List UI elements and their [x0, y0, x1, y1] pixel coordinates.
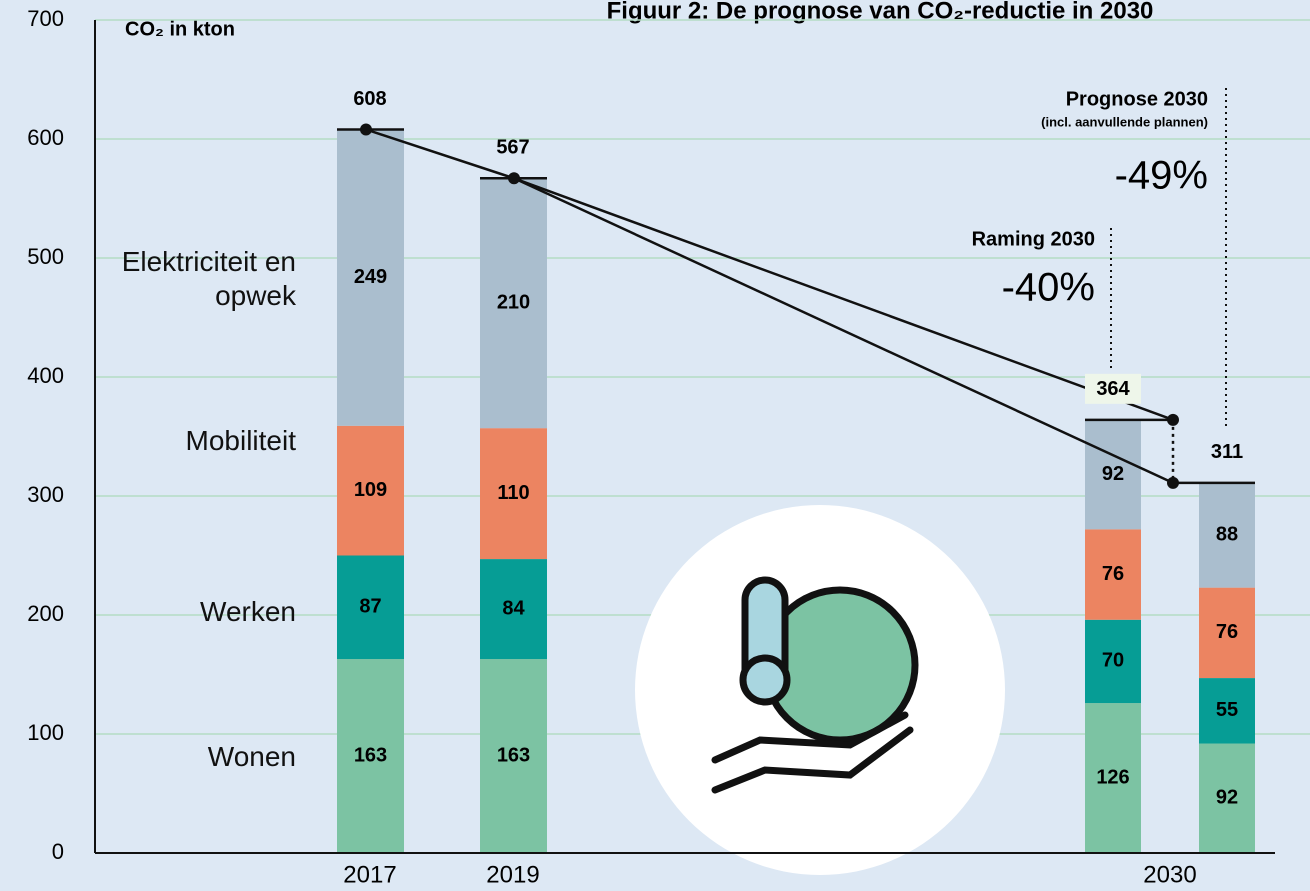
bar-value-label: 110 — [497, 482, 529, 504]
total-trend-line — [514, 178, 1173, 483]
total-label: 364 — [1096, 378, 1130, 400]
bar-value-label: 109 — [354, 479, 387, 501]
annotation: (incl. aanvullende plannen) — [1041, 114, 1208, 129]
x-tick-label: 2030 — [1143, 861, 1196, 888]
total-point — [508, 172, 520, 184]
bar-value-label: 55 — [1216, 699, 1238, 721]
bar-value-label: 76 — [1102, 563, 1124, 585]
legend-label: Elektriciteit en opwek — [96, 245, 296, 313]
bar-value-label: 126 — [1096, 766, 1129, 788]
y-tick-label: 600 — [27, 125, 64, 150]
y-tick-label: 700 — [27, 6, 64, 31]
thermometer-bulb — [743, 658, 787, 702]
x-tick-label: 2019 — [486, 861, 539, 888]
bar-value-label: 163 — [354, 744, 387, 766]
bar-value-label: 84 — [502, 597, 525, 619]
y-tick-label: 500 — [27, 244, 64, 269]
total-label: 608 — [353, 88, 386, 110]
y-tick-label: 400 — [27, 363, 64, 388]
bar-value-label: 70 — [1102, 650, 1124, 672]
y-tick-label: 0 — [52, 839, 64, 864]
illustration — [635, 505, 1005, 875]
legend-label: Werken — [96, 595, 296, 629]
annotation: -40% — [1002, 266, 1095, 310]
bar-value-label: 92 — [1102, 463, 1124, 485]
legend-label: Wonen — [96, 740, 296, 774]
annotation: Raming 2030 — [972, 228, 1095, 250]
y-tick-label: 200 — [27, 601, 64, 626]
bar-value-label: 88 — [1216, 524, 1238, 546]
bar-value-label: 210 — [497, 292, 530, 314]
annotation: -49% — [1115, 154, 1208, 198]
bar-value-label: 249 — [354, 266, 387, 288]
page: Figuur 2: De prognose van CO₂-reductie i… — [0, 0, 1310, 891]
total-label: 311 — [1211, 441, 1243, 463]
annotation: Prognose 2030 — [1066, 88, 1208, 110]
x-tick-label: 2017 — [343, 861, 396, 888]
bar-value-label: 163 — [497, 744, 530, 766]
legend-label: Mobiliteit — [96, 424, 296, 458]
bar-value-label: 76 — [1216, 621, 1238, 643]
total-point — [360, 123, 372, 135]
y-tick-label: 300 — [27, 482, 64, 507]
y-tick-label: 100 — [27, 720, 64, 745]
bar-value-label: 87 — [359, 596, 381, 618]
total-label: 567 — [496, 137, 529, 159]
y-axis-label: CO₂ in kton — [125, 18, 235, 40]
bar-value-label: 92 — [1216, 787, 1238, 809]
